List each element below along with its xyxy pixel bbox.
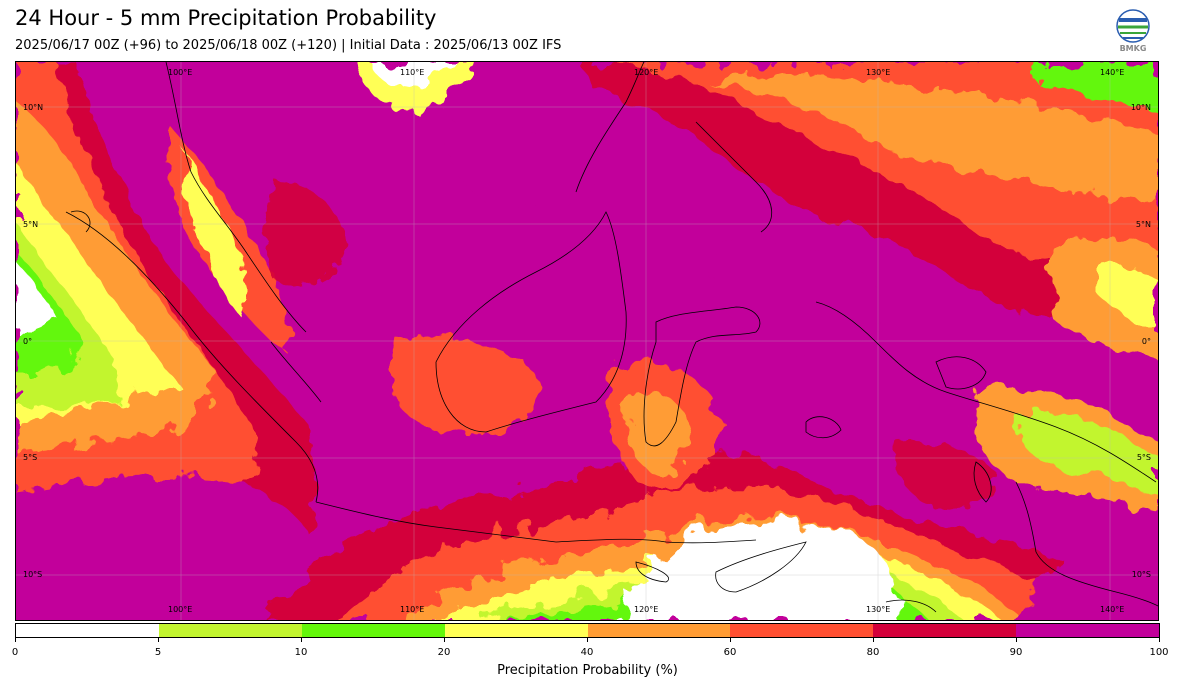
colorbar-segment bbox=[444, 624, 588, 637]
colorbar-tick-label: 100 bbox=[1149, 647, 1169, 658]
colorbar-tick-label: 0 bbox=[11, 647, 19, 658]
lat-label-right: 5°N bbox=[1135, 220, 1151, 229]
colorbar-segment bbox=[873, 624, 1017, 637]
coastlines bbox=[65, 62, 1158, 613]
lat-label-right: 10°S bbox=[1131, 570, 1151, 579]
lon-label-bottom: 140°E bbox=[1100, 605, 1125, 614]
colorbar-segment bbox=[587, 624, 731, 637]
colorbar-tick-label: 20 bbox=[437, 647, 451, 658]
colorbar-tick-mark bbox=[158, 638, 159, 642]
colorbar-segment bbox=[158, 624, 302, 637]
lat-label-left: 10°S bbox=[23, 570, 43, 579]
lat-label-left: 5°N bbox=[23, 220, 39, 229]
colorbar-tick-mark bbox=[587, 638, 588, 642]
colorbar-tick-label: 90 bbox=[1009, 647, 1023, 658]
lon-label-top: 100°E bbox=[168, 68, 193, 77]
colorbar-tick-label: 10 bbox=[294, 647, 308, 658]
colorbar-tick-mark bbox=[301, 638, 302, 642]
bmkg-logo: BMKG bbox=[1112, 8, 1154, 56]
lon-label-top: 140°E bbox=[1100, 68, 1125, 77]
colorbar-tick-mark bbox=[15, 638, 16, 642]
lon-label-bottom: 130°E bbox=[866, 605, 891, 614]
colorbar-tick-label: 80 bbox=[866, 647, 880, 658]
lat-label-right: 0° bbox=[1141, 337, 1151, 346]
precipitation-map: 100°E 110°E 120°E 130°E 140°E 100°E 110°… bbox=[15, 61, 1159, 621]
precipitation-field bbox=[16, 62, 1158, 620]
lat-label-left: 10°N bbox=[23, 103, 44, 112]
map-subtitle: 2025/06/17 00Z (+96) to 2025/06/18 00Z (… bbox=[15, 38, 562, 53]
map-title: 24 Hour - 5 mm Precipitation Probability bbox=[15, 6, 437, 30]
colorbar-segment bbox=[730, 624, 874, 637]
lat-label-left: 5°S bbox=[23, 453, 38, 462]
globe-icon bbox=[1116, 9, 1150, 43]
lon-label-bottom: 110°E bbox=[400, 605, 425, 614]
colorbar-segment bbox=[301, 624, 445, 637]
logo-text: BMKG bbox=[1119, 44, 1147, 53]
lat-label-right: 10°N bbox=[1130, 103, 1151, 112]
colorbar-tick-mark bbox=[1016, 638, 1017, 642]
colorbar-tick-label: 40 bbox=[580, 647, 594, 658]
lon-label-top: 120°E bbox=[634, 68, 659, 77]
colorbar-tick-label: 60 bbox=[723, 647, 737, 658]
colorbar bbox=[15, 623, 1160, 638]
colorbar-tick-mark bbox=[873, 638, 874, 642]
colorbar-tick-mark bbox=[730, 638, 731, 642]
lon-label-bottom: 120°E bbox=[634, 605, 659, 614]
lat-label-left: 0° bbox=[23, 337, 33, 346]
lon-label-bottom: 100°E bbox=[168, 605, 193, 614]
lat-label-right: 5°S bbox=[1136, 453, 1151, 462]
lon-label-top: 110°E bbox=[400, 68, 425, 77]
colorbar-segment bbox=[1016, 624, 1159, 637]
lon-label-top: 130°E bbox=[866, 68, 891, 77]
colorbar-segment bbox=[16, 624, 159, 637]
colorbar-tick-mark bbox=[1159, 638, 1160, 642]
colorbar-tick-label: 5 bbox=[154, 647, 162, 658]
colorbar-title: Precipitation Probability (%) bbox=[497, 663, 678, 678]
colorbar-tick-mark bbox=[444, 638, 445, 642]
